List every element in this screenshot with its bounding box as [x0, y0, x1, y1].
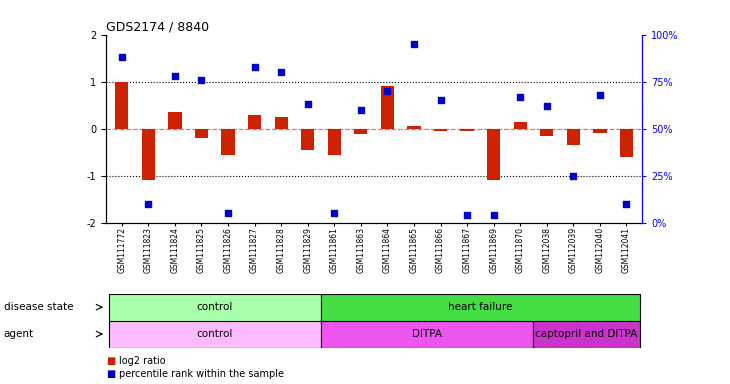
Bar [328, 129, 341, 154]
Point [222, 210, 234, 217]
Point [328, 210, 340, 217]
Point [116, 54, 128, 60]
Text: agent: agent [4, 329, 34, 339]
Bar [620, 129, 633, 157]
Point [355, 107, 366, 113]
Bar [321, 294, 639, 321]
Bar [109, 294, 321, 321]
Bar [115, 82, 128, 129]
Bar [274, 117, 288, 129]
Text: log2 ratio: log2 ratio [119, 356, 166, 366]
Text: captopril and DITPA: captopril and DITPA [535, 329, 638, 339]
Point [408, 41, 420, 47]
Bar [593, 129, 607, 133]
Point [515, 94, 526, 100]
Bar [301, 129, 315, 150]
Point [434, 98, 446, 104]
Point [488, 212, 499, 218]
Point [382, 88, 393, 94]
Bar [221, 129, 234, 154]
Bar [514, 122, 527, 129]
Point [567, 173, 579, 179]
Bar [195, 129, 208, 138]
Point [620, 201, 632, 207]
Bar [407, 126, 420, 129]
Point [275, 69, 287, 75]
Point [249, 63, 261, 70]
Bar [321, 321, 534, 348]
Bar [487, 129, 500, 180]
Point [169, 73, 181, 79]
Point [461, 212, 473, 218]
Text: ■: ■ [106, 356, 115, 366]
Bar [566, 129, 580, 145]
Text: control: control [196, 329, 233, 339]
Bar [434, 129, 447, 131]
Point [594, 92, 606, 98]
Text: disease state: disease state [4, 302, 73, 312]
Text: ■: ■ [106, 369, 115, 379]
Text: DITPA: DITPA [412, 329, 442, 339]
Bar [540, 129, 553, 136]
Bar [354, 129, 367, 134]
Bar [142, 129, 155, 180]
Point [302, 101, 314, 107]
Text: percentile rank within the sample: percentile rank within the sample [119, 369, 284, 379]
Bar [248, 114, 261, 129]
Point [142, 201, 154, 207]
Bar [109, 321, 321, 348]
Bar [461, 129, 474, 131]
Bar [169, 112, 182, 129]
Point [541, 103, 553, 109]
Bar [534, 321, 639, 348]
Text: control: control [196, 302, 233, 312]
Text: heart failure: heart failure [448, 302, 512, 312]
Text: GDS2174 / 8840: GDS2174 / 8840 [106, 20, 209, 33]
Point [196, 77, 207, 83]
Bar [381, 86, 394, 129]
